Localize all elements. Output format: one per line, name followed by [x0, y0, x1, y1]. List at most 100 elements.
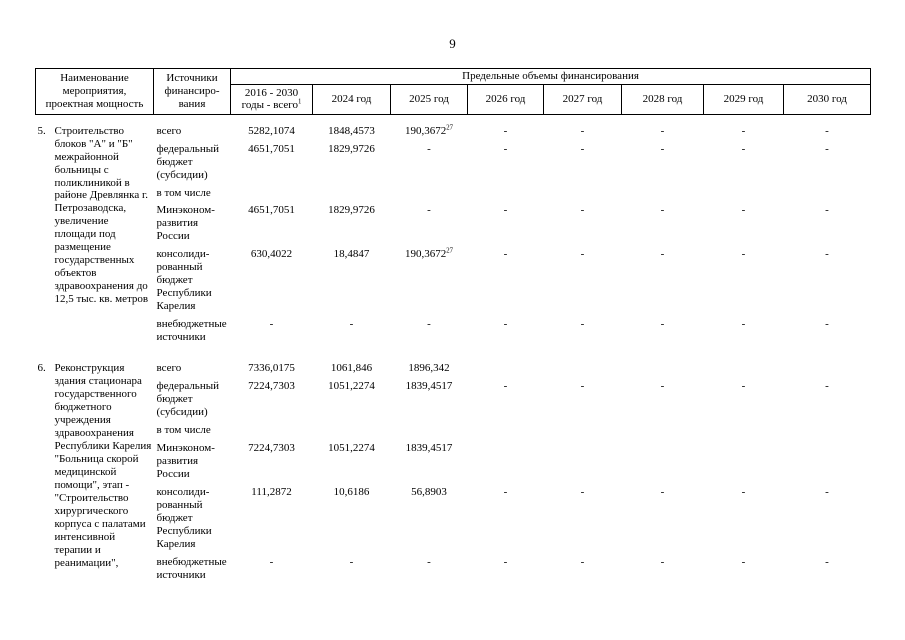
funding-value: 7224,7303 [248, 380, 295, 393]
header-name-col: Наименование мероприятия, проектная мощн… [35, 68, 154, 115]
funding-value: - [580, 248, 585, 261]
funding-value [544, 347, 622, 378]
funding-source-label: федеральный бюджет (субсидии) [156, 142, 220, 181]
funding-source-label: в том числе [156, 186, 211, 199]
funding-value: - [503, 248, 508, 261]
funding-row: Минэконом-развития России 7224,7303 1051,2… [36, 440, 871, 484]
funding-value: 4651,7051 [248, 142, 295, 155]
funding-value: 7224,7303 [248, 442, 295, 455]
funding-value: - [741, 318, 746, 331]
funding-value: - [503, 485, 508, 498]
page-number: 9 [449, 36, 456, 51]
funding-value: 1839,4517 [405, 442, 453, 455]
empty-values-cell [231, 422, 871, 440]
funding-value: - [269, 555, 274, 568]
funding-value: 7336,0175 [248, 362, 295, 375]
header-year-col: 2026 год [467, 83, 544, 115]
funding-value: 18,4847 [333, 248, 370, 261]
funding-value [544, 440, 622, 484]
funding-value: - [825, 142, 829, 155]
funding-value: - [269, 318, 274, 331]
funding-value: - [580, 142, 585, 155]
funding-value: 10,6186 [333, 485, 370, 498]
funding-source-label: консолиди-рованный бюджет Республики Кар… [156, 248, 212, 313]
funding-row: 5. Строительство блоков "А" и "Б" межрайо… [36, 114, 871, 305]
funding-value [622, 347, 704, 378]
item-number: 5. [37, 124, 46, 137]
funding-value: 4651,7051 [248, 204, 295, 217]
table-header: Наименование мероприятия, проектная мощн… [35, 68, 872, 115]
funding-value [784, 347, 871, 378]
funding-value [784, 440, 871, 484]
funding-value: - [349, 318, 354, 331]
funding-value: - [825, 380, 829, 393]
funding-value: 1829,9726 [328, 142, 375, 155]
funding-source-label: всего [156, 124, 182, 137]
header-year-col: 2016 - 2030 годы - всего1 [230, 83, 313, 115]
footnote-marker: 1 [297, 98, 302, 106]
funding-value: - [503, 204, 508, 217]
header-year-col: 2030 год [782, 83, 872, 115]
funding-value: - [741, 124, 746, 137]
funding-value: - [741, 248, 746, 261]
header-financing-group: Предельные объемы финансирования [229, 68, 872, 85]
funding-value: - [741, 204, 746, 217]
funding-value: - [741, 555, 746, 568]
funding-row: 6. Реконструкция здания стационара госуда… [36, 347, 871, 569]
funding-value: 190,367227 [404, 123, 454, 137]
funding-value: - [825, 485, 829, 498]
footnote-marker: 27 [446, 247, 454, 255]
funding-value [468, 440, 544, 484]
footnote-marker: 27 [446, 123, 454, 131]
header-year-col: 2028 год [621, 83, 704, 115]
funding-source-label: всего [156, 362, 182, 375]
header-row-years: 2016 - 2030 годы - всего1 2024 год 2025 го… [36, 83, 872, 115]
funding-value: 1829,9726 [328, 204, 375, 217]
header-year-col: 2025 год [390, 83, 468, 115]
funding-value: - [503, 318, 508, 331]
funding-value: 630,4022 [250, 248, 293, 261]
funding-source-label: консолиди-рованный бюджет Республики Кар… [156, 485, 212, 550]
header-year-col: 2027 год [543, 83, 622, 115]
funding-value: - [427, 555, 431, 568]
funding-value: - [503, 555, 508, 568]
funding-value: 1848,4573 [328, 124, 375, 137]
funding-value: - [660, 318, 665, 331]
empty-values-cell [231, 185, 871, 203]
funding-row: федеральный бюджет (субсидии) 4651,7051 18… [36, 141, 871, 185]
funding-value: 190,367227 [404, 247, 454, 261]
funding-value: - [660, 380, 665, 393]
funding-row: внебюджетные источники - - - - - - - - [36, 316, 871, 347]
header-row-top: Наименование мероприятия, проектная мощн… [35, 68, 872, 115]
funding-source-label: Минэконом-развития России [156, 204, 215, 243]
funding-value: - [825, 204, 829, 217]
funding-value [622, 440, 704, 484]
item-name-cell: 6. Реконструкция здания стационара госуда… [36, 347, 154, 585]
funding-value: - [349, 555, 354, 568]
funding-value: - [660, 124, 665, 137]
funding-source-label: федеральный бюджет (субсидии) [156, 380, 220, 419]
funding-value: - [427, 318, 431, 331]
header-year-col: 2024 год [312, 83, 391, 115]
funding-value: - [580, 124, 585, 137]
funding-value: 5282,1074 [248, 124, 295, 137]
funding-value: 1051,2274 [328, 380, 375, 393]
table-body: 5. Строительство блоков "А" и "Б" межрайо… [36, 114, 871, 585]
funding-source-label: внебюджетные источники [156, 318, 227, 344]
funding-value: - [741, 142, 746, 155]
funding-value: - [660, 142, 665, 155]
header-sources-col: Источники финансиро-вания [153, 68, 231, 115]
funding-value: - [660, 485, 665, 498]
funding-source-label: Минэконом-развития России [156, 442, 215, 480]
funding-value: 1051,2274 [328, 442, 375, 455]
funding-row: федеральный бюджет (субсидии) 7224,7303 10… [36, 378, 871, 422]
funding-value [468, 347, 544, 378]
funding-value: - [660, 555, 665, 568]
item-number: 6. [37, 362, 46, 375]
funding-value: 1839,4517 [405, 380, 453, 393]
funding-row: консолиди-рованный бюджет Республики Кар… [36, 484, 871, 554]
funding-value: - [741, 485, 746, 498]
funding-value: 1896,342 [408, 362, 450, 375]
funding-value: 111,2872 [251, 485, 292, 498]
